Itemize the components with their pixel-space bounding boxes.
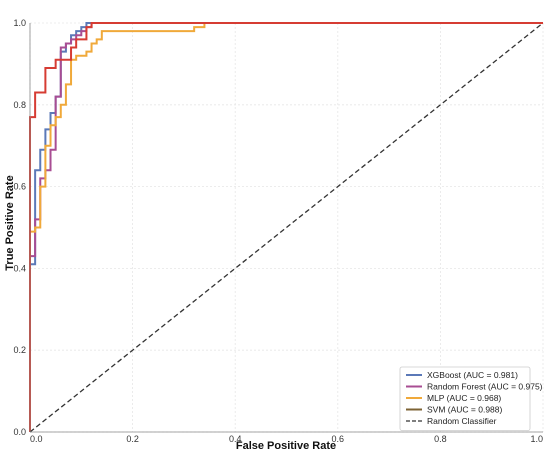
axes (29, 23, 543, 433)
series-group (29, 22, 544, 433)
x-tick-label: 0.2 (126, 434, 139, 444)
roc-curve-2 (29, 22, 543, 432)
x-tick-label: 0.4 (229, 434, 242, 444)
x-tick-label: 0.0 (30, 434, 43, 444)
x-tick-label: 0.6 (332, 434, 345, 444)
random-classifier-line (29, 22, 544, 433)
legend: XGBoost (AUC = 0.981) Random Forest (AUC … (399, 366, 543, 431)
y-axis-title: True Positive Rate (4, 175, 16, 270)
y-tick-label: 0.6 (13, 182, 26, 192)
legend-box (399, 366, 531, 431)
y-tick-label: 0.4 (13, 263, 26, 273)
y-tick-label: 0.0 (13, 427, 26, 437)
roc-curve-3 (29, 22, 543, 432)
y-tick-label: 0.2 (13, 345, 26, 355)
legend-label: Random Forest (AUC = 0.975) (427, 382, 543, 392)
y-tick-label: 0.8 (13, 100, 26, 110)
legend-label: Random Classifier (427, 416, 497, 426)
ticks: 0.0 0.2 0.4 0.6 0.8 1.0 0.0 0.2 0.4 0.6 0.8 1.0 (13, 18, 543, 444)
x-tick-label: 1.0 (530, 434, 543, 444)
y-tick-label: 1.0 (13, 18, 26, 28)
legend-label: XGBoost (AUC = 0.981) (427, 370, 518, 380)
x-tick-label: 0.8 (434, 434, 447, 444)
x-axis-title: False Positive Rate (236, 440, 336, 452)
legend-label: MLP (AUC = 0.968) (427, 393, 501, 403)
legend-label: SVM (AUC = 0.988) (427, 405, 503, 415)
